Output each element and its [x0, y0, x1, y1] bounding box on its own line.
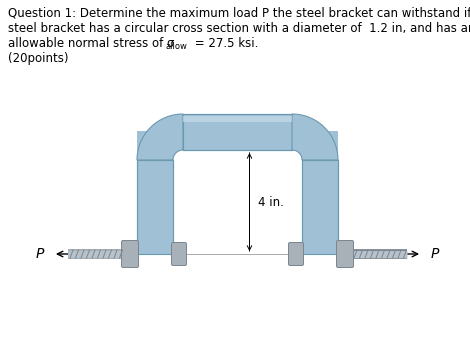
Text: allow: allow	[166, 42, 188, 51]
Bar	[183, 114, 292, 150]
Text: 4 in.: 4 in.	[258, 196, 283, 209]
Bar	[137, 160, 173, 254]
Text: steel bracket has a circular cross section with a diameter of  1.2 in, and has a: steel bracket has a circular cross secti…	[8, 22, 470, 35]
Bar	[302, 131, 338, 160]
Text: (20points): (20points)	[8, 52, 69, 65]
Text: = 27.5 ksi.: = 27.5 ksi.	[191, 37, 258, 50]
Polygon shape	[137, 114, 183, 160]
Bar	[137, 131, 173, 160]
FancyBboxPatch shape	[289, 242, 304, 265]
Text: P: P	[36, 247, 44, 261]
Bar	[302, 160, 338, 254]
Text: Question 1: Determine the maximum load P the steel bracket can withstand if the: Question 1: Determine the maximum load P…	[8, 7, 470, 20]
Text: P: P	[431, 247, 439, 261]
FancyBboxPatch shape	[337, 240, 353, 267]
Polygon shape	[292, 114, 338, 160]
FancyBboxPatch shape	[122, 240, 139, 267]
Text: allowable normal stress of σ: allowable normal stress of σ	[8, 37, 174, 50]
FancyBboxPatch shape	[172, 242, 187, 265]
Bar	[183, 116, 292, 122]
